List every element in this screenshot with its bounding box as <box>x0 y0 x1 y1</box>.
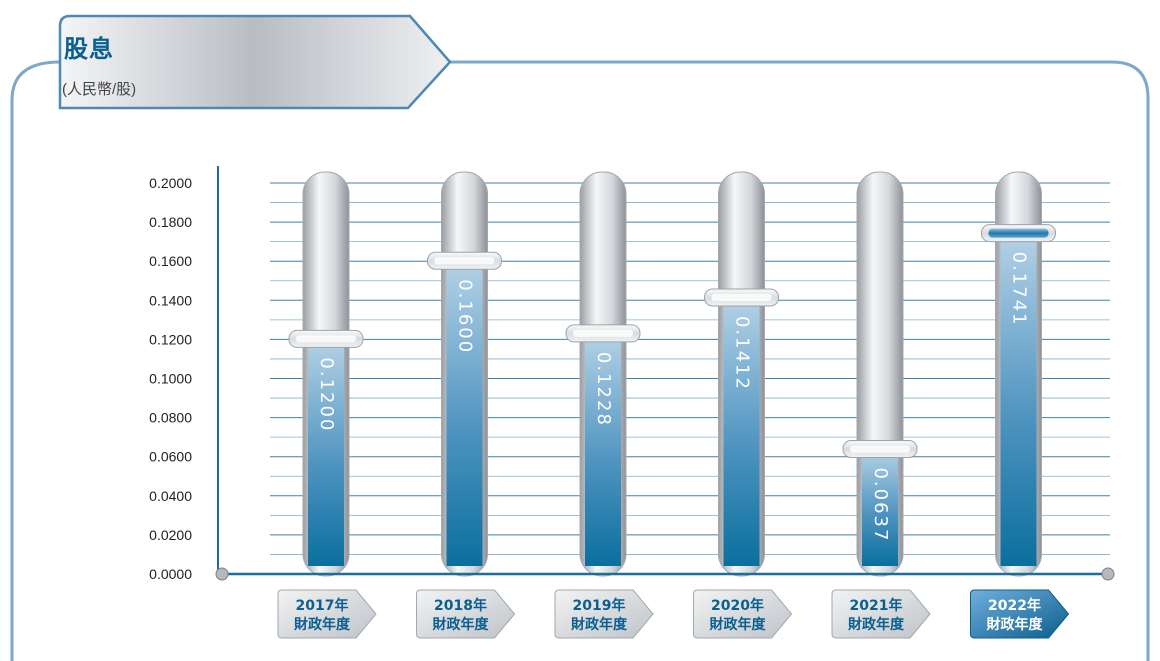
bar-value-label: 0.1741 <box>1009 252 1030 327</box>
bar-group: 0.1741 <box>981 171 1056 577</box>
y-tick-label: 0.1800 <box>149 214 192 230</box>
bar-cap-shine <box>711 293 772 301</box>
y-tick-label: 0.1400 <box>149 292 192 308</box>
category-badge <box>416 589 516 639</box>
y-tick-label: 0.2000 <box>149 175 192 191</box>
category-badge <box>693 589 793 639</box>
category-suffix: 財政年度 <box>986 616 1044 633</box>
category-suffix: 財政年度 <box>293 616 351 633</box>
category-labels: 2017年財政年度2018年財政年度2019年財政年度2020年財政年度2021… <box>277 589 1070 639</box>
category-badge <box>554 589 654 639</box>
bar-value-label: 0.0637 <box>870 467 891 542</box>
gridlines <box>270 182 1110 555</box>
page-title: 股息 <box>64 36 114 63</box>
category-suffix: 財政年度 <box>847 616 905 633</box>
bar <box>585 333 621 566</box>
category-year: 2017年 <box>296 597 349 614</box>
category-badge <box>277 589 377 639</box>
category-year: 2018年 <box>434 597 487 614</box>
axis-end-knob <box>215 567 229 581</box>
bar-cap-highlight <box>988 228 1049 238</box>
bar-value-label: 0.1228 <box>593 352 614 427</box>
category-year: 2021年 <box>850 597 903 614</box>
y-tick-label: 0.1000 <box>149 371 192 387</box>
y-tick-label: 0.1200 <box>149 331 192 347</box>
bar-group: 0.1600 <box>427 171 502 577</box>
y-axis-ticks: 0.0000 0.0200 0.0400 0.0600 0.0800 0.1000 0.12… <box>149 175 192 582</box>
bar-cap-shine <box>573 329 633 337</box>
category-year: 2019年 <box>573 597 626 614</box>
category-suffix: 財政年度 <box>432 616 490 633</box>
category-year: 2022年 <box>988 597 1041 614</box>
axis-end-knob <box>1101 567 1115 581</box>
category-badge <box>970 589 1070 639</box>
bar-cap-shine <box>434 257 495 265</box>
bar-group: 0.0637 <box>842 171 918 577</box>
bar-value-label: 0.1600 <box>455 279 476 354</box>
category-suffix: 財政年度 <box>709 616 767 633</box>
y-tick-label: 0.0000 <box>149 566 192 582</box>
bar-group: 0.1412 <box>704 171 779 577</box>
bar-value-label: 0.1412 <box>732 316 753 391</box>
bar <box>723 297 760 566</box>
bar <box>862 449 898 566</box>
bar-value-label: 0.1200 <box>316 357 337 432</box>
category-suffix: 財政年度 <box>570 616 628 633</box>
category-badge <box>831 589 931 639</box>
axes <box>215 166 1115 581</box>
y-tick-label: 0.1600 <box>149 253 192 269</box>
unit-label: (人民幣/股) <box>62 81 137 98</box>
bar <box>1000 233 1037 566</box>
y-tick-label: 0.0600 <box>149 449 192 465</box>
bars: 0.1200 0.1600 0.1228 0.1412 0.0637 0.1741 <box>288 171 1056 577</box>
bar-group: 0.1228 <box>565 171 641 577</box>
y-tick-label: 0.0800 <box>149 410 192 426</box>
y-tick-label: 0.0200 <box>149 527 192 543</box>
bar-cap-shine <box>296 335 356 343</box>
bar-cap-shine <box>850 445 910 453</box>
bar-group: 0.1200 <box>288 171 364 577</box>
bar <box>446 261 483 566</box>
y-tick-label: 0.0400 <box>149 488 192 504</box>
bar <box>308 339 344 566</box>
title-tab <box>58 14 452 110</box>
category-year: 2020年 <box>711 597 764 614</box>
